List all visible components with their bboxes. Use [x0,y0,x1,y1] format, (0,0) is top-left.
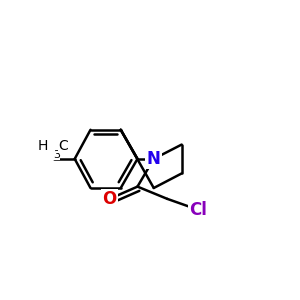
Text: H: H [38,139,48,153]
Text: Cl: Cl [189,201,207,219]
Text: O: O [103,190,117,208]
Text: 3: 3 [53,150,60,160]
Text: C: C [58,139,68,153]
Text: N: N [147,150,161,168]
